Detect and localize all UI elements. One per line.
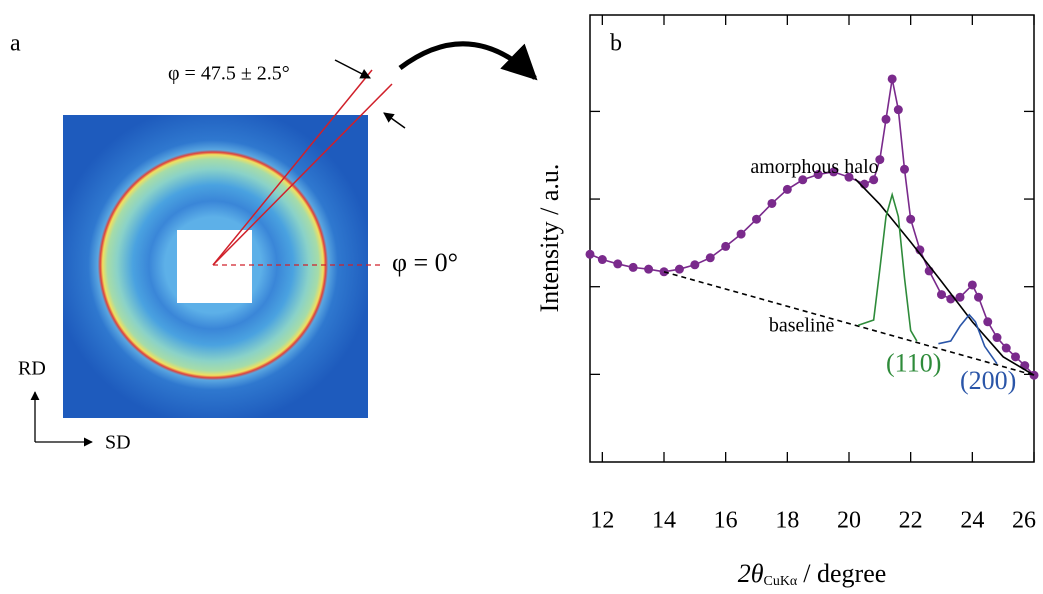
data-point	[1011, 352, 1020, 361]
data-point	[894, 105, 903, 114]
x-label-main: 2θ	[738, 559, 764, 588]
curved-arrow	[400, 44, 535, 78]
x-tick-label: 24	[960, 508, 984, 534]
data-point	[737, 230, 746, 239]
arrow	[335, 60, 370, 78]
x-tick-label: 26	[1012, 508, 1036, 534]
data-point	[586, 250, 595, 259]
x-axis-label: 2θCuKα / degree	[738, 559, 887, 589]
figure: a φ = 47.5 ± 2.5° φ = 0° RD SD b Intensi…	[0, 0, 1043, 594]
x-tick-label: 12	[590, 508, 614, 534]
data-point	[937, 290, 946, 299]
x-tick-label: 18	[775, 508, 799, 534]
x-label-unit: / degree	[803, 559, 886, 588]
angle-label: φ = 47.5 ± 2.5°	[168, 63, 290, 85]
data-point	[968, 280, 977, 289]
data-point	[598, 255, 607, 264]
data-point	[983, 317, 992, 326]
zero-label: φ = 0°	[392, 248, 458, 277]
annotation: amorphous halo	[750, 156, 878, 178]
data-point	[1002, 344, 1011, 353]
x-tick-label: 16	[714, 508, 738, 534]
fit-line	[664, 272, 1034, 375]
data-point	[613, 259, 622, 268]
data-point	[690, 260, 699, 269]
data-point	[675, 265, 684, 274]
data-point	[906, 215, 915, 224]
y-axis-label: Intensity / a.u.	[535, 164, 564, 313]
data-point	[752, 215, 761, 224]
data-point	[974, 293, 983, 302]
data-point	[993, 333, 1002, 342]
x-tick-label: 14	[652, 508, 676, 534]
data-point	[783, 185, 792, 194]
data-point	[644, 265, 653, 274]
annotation: (110)	[886, 349, 941, 378]
data-point	[629, 263, 638, 272]
panel-label: b	[610, 31, 622, 57]
arrow	[384, 113, 405, 128]
data-point	[900, 165, 909, 174]
data-point	[706, 253, 715, 262]
data-point	[767, 199, 776, 208]
panel-label: a	[10, 31, 21, 57]
x-label-sub: CuKα	[763, 574, 797, 589]
annotation: (200)	[960, 366, 1016, 395]
sd-label: SD	[105, 432, 131, 454]
data-point	[882, 115, 891, 124]
rd-label: RD	[18, 358, 46, 380]
x-tick-label: 22	[899, 508, 923, 534]
annotation: baseline	[769, 315, 835, 337]
beam-stop	[177, 230, 252, 303]
data-point	[721, 242, 730, 251]
data-point	[888, 74, 897, 83]
x-tick-label: 20	[837, 508, 861, 534]
